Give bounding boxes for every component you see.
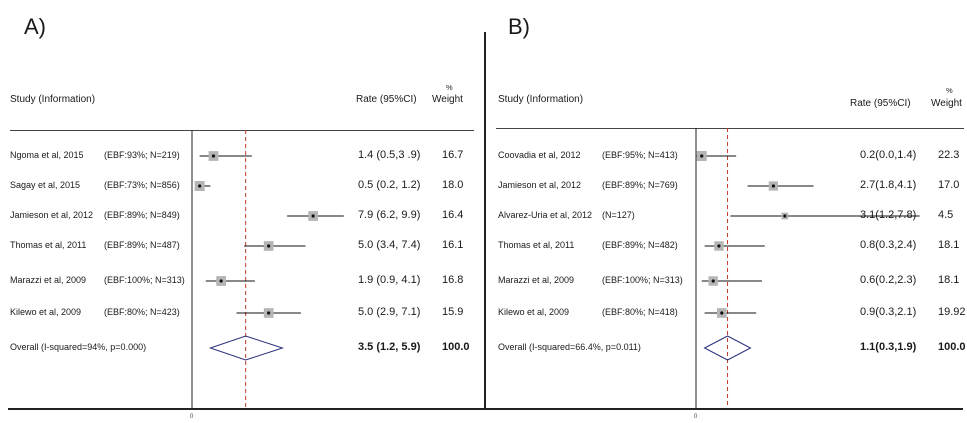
study-name: Sagay et al, 2015: [10, 180, 81, 190]
overall-rate: 3.5 (1.2, 5.9): [358, 341, 421, 353]
point-estimate: [198, 184, 202, 188]
overall-diamond: [208, 335, 285, 361]
study-info: (EBF:80%; N=418): [602, 307, 678, 317]
study-weight: 18.1: [938, 239, 960, 251]
study-rate: 5.0 (3.4, 7.4): [358, 239, 421, 251]
study-name: Thomas et al, 2011: [10, 240, 87, 250]
study-info: (EBF:95%; N=413): [602, 150, 678, 160]
study-info: (EBF:89%; N=849): [104, 210, 180, 220]
study-weight: 22.3: [938, 149, 960, 161]
study-weight: 16.8: [442, 274, 464, 286]
point-estimate: [267, 244, 271, 248]
study-weight: 15.9: [442, 306, 464, 318]
overall-weight: 100.0: [938, 341, 966, 353]
study-weight: 16.7: [442, 149, 464, 161]
study-weight: 17.0: [938, 179, 960, 191]
study-info: (EBF:93%; N=219): [104, 150, 180, 160]
study-rate: 3.1(1.2,7.8): [860, 209, 917, 221]
point-estimate: [783, 214, 787, 218]
study-rate: 0.9(0.3,2.1): [860, 306, 917, 318]
header-weight: Weight: [931, 98, 962, 109]
panel-label: A): [24, 14, 46, 39]
study-name: Alvarez-Uria et al, 2012: [498, 210, 593, 220]
point-estimate: [219, 279, 223, 283]
overall-rate: 1.1(0.3,1.9): [860, 341, 917, 353]
study-rate: 1.4 (0.5,3 .9): [358, 149, 421, 161]
study-rate: 7.9 (6.2, 9.9): [358, 209, 421, 221]
overall-label: Overall (I-squared=66.4%, p=0.011): [498, 342, 641, 352]
study-rate: 0.6(0.2,2.3): [860, 274, 917, 286]
header-weight: Weight: [432, 94, 463, 105]
study-weight: 18.1: [938, 274, 960, 286]
header-weight-percent: %: [446, 83, 453, 92]
overall-weight: 100.0: [442, 341, 470, 353]
x-axis-line: [8, 408, 963, 410]
point-estimate: [771, 184, 775, 188]
study-rate: 0.2(0.0,1.4): [860, 149, 917, 161]
study-info: (EBF:89%; N=482): [602, 240, 678, 250]
study-info: (EBF:89%; N=769): [602, 180, 678, 190]
study-name: Kilewo et al, 2009: [10, 307, 82, 317]
study-info: (EBF:80%; N=423): [104, 307, 180, 317]
study-weight: 16.4: [442, 209, 464, 221]
panel-label: B): [508, 14, 530, 39]
study-name: Ngoma et al, 2015: [10, 150, 84, 160]
point-estimate: [311, 214, 315, 218]
study-rate: 2.7(1.8,4.1): [860, 179, 917, 191]
point-estimate: [717, 244, 721, 248]
header-weight-percent: %: [946, 86, 953, 95]
point-estimate: [700, 154, 704, 158]
forest-plot-a: A) Study (Information) Rate (95%CI)% Weight…: [10, 14, 474, 420]
overall-label: Overall (I-squared=94%, p=0.000): [10, 342, 147, 352]
study-info: (EBF:100%; N=313): [104, 275, 185, 285]
study-rate: 0.5 (0.2, 1.2): [358, 179, 421, 191]
study-info: (EBF:73%; N=856): [104, 180, 180, 190]
study-name: Marazzi et al, 2009: [498, 275, 575, 285]
forest-plot-area: [191, 130, 344, 408]
panel-divider: [484, 32, 486, 410]
study-name: Coovadia et al, 2012: [498, 150, 581, 160]
axis-tick-label: 0: [190, 414, 194, 420]
point-estimate: [711, 279, 715, 283]
point-estimate: [211, 154, 216, 158]
study-weight: 16.1: [442, 239, 464, 251]
header-rate: Rate (95%CI): [850, 98, 911, 109]
study-info: (EBF:100%; N=313): [602, 275, 683, 285]
study-name: Jamieson et al, 2012: [10, 210, 94, 220]
forest-plot-b: B) Study (Information) Rate (95%CI)% Weight…: [486, 0, 967, 423]
overall-diamond: [703, 335, 752, 361]
point-estimate: [267, 311, 271, 315]
study-weight: 4.5: [938, 209, 954, 221]
header-rate: Rate (95%CI): [356, 94, 417, 105]
study-info: (N=127): [602, 210, 635, 220]
study-name: Thomas et al, 2011: [498, 240, 575, 250]
study-weight: 18.0: [442, 179, 464, 191]
study-name: Jamieson et al, 2012: [498, 180, 582, 190]
axis-tick-label: 0: [694, 414, 698, 420]
header-study: Study (Information): [498, 94, 584, 105]
header-separator: [10, 130, 474, 131]
study-name: Kilewo et al, 2009: [498, 307, 570, 317]
study-rate: 0.8(0.3,2.4): [860, 239, 917, 251]
study-rate: 5.0 (2.9, 7.1): [358, 306, 421, 318]
study-info: (EBF:89%; N=487): [104, 240, 180, 250]
header-study: Study (Information): [10, 94, 96, 105]
forest-plot-area: [695, 128, 920, 408]
header-separator: [496, 128, 964, 129]
study-rate: 1.9 (0.9, 4.1): [358, 274, 421, 286]
point-estimate: [720, 311, 724, 315]
study-weight: 19.92: [938, 306, 966, 318]
study-name: Marazzi et al, 2009: [10, 275, 87, 285]
